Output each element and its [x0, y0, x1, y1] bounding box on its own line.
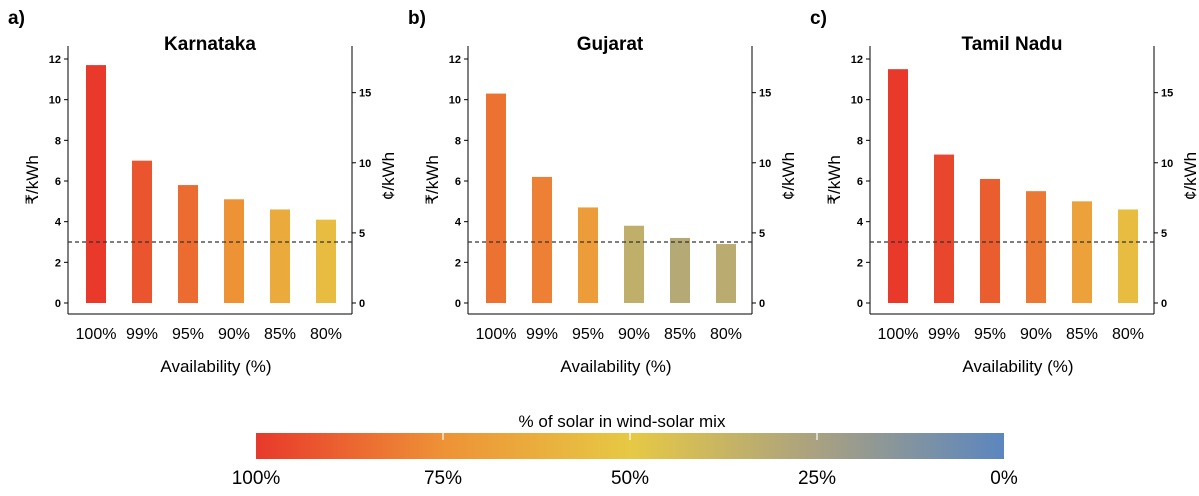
- y-axis-title-left: ₹/kWh: [423, 155, 442, 205]
- y-axis-title-right: ¢/kWh: [1181, 152, 1199, 200]
- x-tick-label: 80%: [1112, 326, 1144, 343]
- y-tick-label: 2: [857, 257, 863, 269]
- y-tick-label: 8: [455, 135, 461, 147]
- x-tick-label: 85%: [664, 326, 696, 343]
- y-axis-title-left: ₹/kWh: [23, 155, 42, 205]
- y-tick-label: 10: [851, 95, 863, 107]
- x-axis-title: Availability (%): [962, 357, 1073, 376]
- y-tick-label: 4: [455, 217, 462, 229]
- bar: [86, 65, 106, 303]
- legend-tick-label: 100%: [232, 468, 281, 489]
- x-tick-label: 90%: [1020, 326, 1052, 343]
- y-right-tick-label: 5: [1161, 228, 1167, 240]
- legend-title: % of solar in wind-solar mix: [519, 412, 726, 431]
- panel-gujarat: b) Gujarat 0 2 4 6 8 10 12 0 5 10 15 100% 99% 95% 90% 85%…: [408, 8, 798, 376]
- x-tick-label: 95%: [172, 326, 204, 343]
- x-tick-label: 99%: [526, 326, 558, 343]
- bar: [624, 225, 644, 303]
- legend-tick-label: 25%: [798, 468, 836, 489]
- y-tick-label: 12: [851, 54, 863, 66]
- y-right-tick-label: 0: [359, 298, 365, 310]
- panel-title: Gujarat: [577, 34, 644, 55]
- y-right-tick-label: 15: [759, 88, 771, 100]
- y-right-tick-label: 10: [759, 158, 771, 170]
- y-tick-label: 0: [55, 298, 61, 310]
- x-tick-label: 80%: [710, 326, 742, 343]
- y-axis-title-right: ¢/kWh: [779, 152, 798, 200]
- y-tick-label: 0: [857, 298, 863, 310]
- x-tick-label: 99%: [126, 326, 158, 343]
- y-tick-label: 12: [49, 54, 61, 66]
- y-tick-label: 2: [455, 257, 461, 269]
- legend-tick-label: 50%: [611, 468, 649, 489]
- y-tick-label: 8: [857, 135, 863, 147]
- x-tick-label: 80%: [310, 326, 342, 343]
- y-right-tick-label: 10: [1161, 158, 1173, 170]
- y-tick-label: 8: [55, 135, 61, 147]
- y-tick-label: 6: [857, 176, 863, 188]
- bar: [224, 199, 244, 303]
- x-tick-label: 85%: [264, 326, 296, 343]
- y-right-tick-label: 15: [1161, 88, 1173, 100]
- y-right-tick-label: 5: [759, 228, 765, 240]
- x-tick-label: 90%: [618, 326, 650, 343]
- panel-karnataka: a) Karnataka 0 2 4 6 8 10 12 0 5 10 15 100% 99% 95% 90% 8…: [8, 8, 398, 376]
- bar: [888, 69, 908, 304]
- bar: [1118, 209, 1138, 303]
- colorbar-legend: % of solar in wind-solar mix 100% 75% 50% 2…: [232, 412, 1018, 489]
- y-tick-label: 10: [449, 95, 461, 107]
- y-right-tick-label: 15: [359, 88, 371, 100]
- bar: [1026, 191, 1046, 303]
- y-tick-label: 4: [857, 217, 864, 229]
- panel-letter: b): [408, 8, 426, 29]
- bar: [178, 185, 198, 303]
- y-axis-title-right: ¢/kWh: [379, 152, 398, 200]
- x-tick-label: 95%: [572, 326, 604, 343]
- panel-letter: c): [810, 8, 827, 29]
- y-tick-label: 12: [449, 54, 461, 66]
- x-tick-label: 100%: [476, 326, 517, 343]
- y-tick-label: 6: [455, 176, 461, 188]
- y-axis-title-left: ₹/kWh: [825, 155, 844, 205]
- legend-tick-label: 0%: [990, 468, 1018, 489]
- y-tick-label: 6: [55, 176, 61, 188]
- x-axis-title: Availability (%): [160, 357, 271, 376]
- x-axis-title: Availability (%): [560, 357, 671, 376]
- x-tick-label: 90%: [218, 326, 250, 343]
- panel-title: Karnataka: [164, 34, 256, 55]
- panel-letter: a): [8, 8, 25, 29]
- y-tick-label: 0: [455, 298, 461, 310]
- x-tick-label: 85%: [1066, 326, 1098, 343]
- bar: [670, 237, 690, 303]
- x-tick-label: 100%: [76, 326, 117, 343]
- bar: [934, 154, 954, 303]
- panels: a) Karnataka 0 2 4 6 8 10 12 0 5 10 15 100% 99% 95% 90% 8…: [8, 8, 1199, 376]
- x-tick-label: 100%: [878, 326, 919, 343]
- legend-tick-label: 75%: [424, 468, 462, 489]
- bar: [578, 207, 598, 303]
- y-tick-label: 2: [55, 257, 61, 269]
- y-right-tick-label: 10: [359, 158, 371, 170]
- bar: [270, 209, 290, 303]
- y-right-tick-label: 5: [359, 228, 365, 240]
- panel-title: Tamil Nadu: [962, 34, 1063, 55]
- bar: [980, 178, 1000, 303]
- bar: [132, 160, 152, 303]
- y-tick-label: 4: [55, 217, 62, 229]
- y-right-tick-label: 0: [759, 298, 765, 310]
- bar: [316, 219, 336, 303]
- y-tick-label: 10: [49, 95, 61, 107]
- bar: [716, 244, 736, 303]
- x-tick-label: 95%: [974, 326, 1006, 343]
- x-tick-label: 99%: [928, 326, 960, 343]
- y-right-tick-label: 0: [1161, 298, 1167, 310]
- panel-tamil-nadu: c) Tamil Nadu 0 2 4 6 8 10 12 0 5 10 15 100% 99% 95% 90%…: [810, 8, 1199, 376]
- bar: [486, 93, 506, 303]
- bar: [1072, 201, 1092, 303]
- bar: [532, 176, 552, 303]
